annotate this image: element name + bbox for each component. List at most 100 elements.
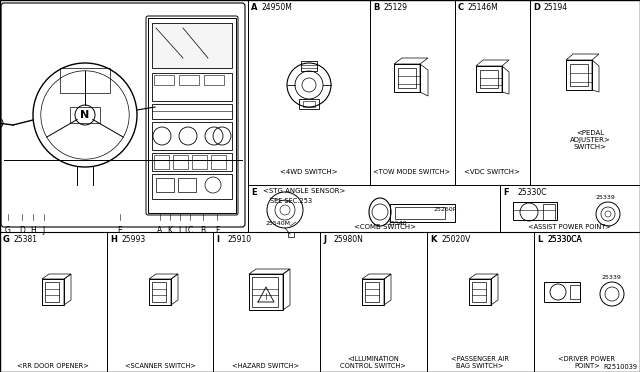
Bar: [301, 61, 317, 71]
Text: A: A: [251, 3, 257, 12]
Text: 25194: 25194: [544, 3, 568, 12]
Text: K: K: [168, 226, 173, 235]
Bar: [152, 174, 232, 199]
Bar: [152, 23, 232, 68]
Text: 25540: 25540: [388, 221, 408, 226]
Text: L: L: [537, 235, 542, 244]
Text: <RR DOOR OPENER>: <RR DOOR OPENER>: [17, 363, 89, 369]
Bar: [70, 107, 100, 123]
Text: 25330CA: 25330CA: [548, 235, 583, 244]
Text: 25129: 25129: [384, 3, 408, 12]
Bar: [472, 282, 486, 302]
Text: 25330CA: 25330CA: [548, 235, 583, 244]
Text: 25330C: 25330C: [518, 188, 547, 197]
Text: I: I: [216, 235, 219, 244]
Text: <SCANNER SWITCH>: <SCANNER SWITCH>: [125, 363, 195, 369]
Text: C: C: [458, 3, 464, 12]
Text: N: N: [81, 110, 90, 120]
Text: B: B: [373, 3, 380, 12]
Bar: [179, 75, 199, 85]
Text: F: F: [503, 188, 509, 197]
Text: <HAZARD SWITCH>: <HAZARD SWITCH>: [232, 363, 300, 369]
Bar: [249, 274, 283, 310]
Bar: [45, 282, 59, 302]
Text: B: B: [200, 226, 205, 235]
Bar: [192, 155, 207, 169]
Text: <DRIVER POWER
POINT>: <DRIVER POWER POINT>: [559, 356, 616, 369]
Bar: [362, 279, 384, 305]
Bar: [299, 99, 319, 109]
Bar: [390, 204, 455, 222]
Text: <ILLUMINATION
CONTROL SWITCH>: <ILLUMINATION CONTROL SWITCH>: [340, 356, 406, 369]
Text: SEE SEC.253: SEE SEC.253: [270, 198, 312, 204]
Text: 25339: 25339: [602, 275, 622, 280]
Bar: [480, 70, 498, 88]
Text: D: D: [19, 226, 25, 235]
Bar: [469, 279, 491, 305]
Text: J: J: [43, 226, 45, 235]
Text: <PEDAL
ADJUSTER>
SWITCH>: <PEDAL ADJUSTER> SWITCH>: [570, 130, 611, 150]
Text: 25540M: 25540M: [266, 221, 291, 226]
Bar: [152, 104, 232, 119]
Bar: [544, 282, 580, 302]
Bar: [154, 155, 169, 169]
Bar: [149, 279, 171, 305]
Bar: [154, 75, 174, 85]
Text: <PASSENGER AIR
BAG SWITCH>: <PASSENGER AIR BAG SWITCH>: [451, 356, 509, 369]
Text: F: F: [215, 226, 219, 235]
Bar: [156, 178, 174, 192]
Bar: [152, 282, 166, 302]
Bar: [570, 64, 588, 86]
Text: <TOW MODE SWITCH>: <TOW MODE SWITCH>: [373, 169, 451, 175]
Bar: [152, 153, 232, 171]
Bar: [566, 60, 592, 90]
Bar: [178, 178, 196, 192]
Text: H: H: [110, 235, 117, 244]
Text: G: G: [3, 235, 10, 244]
Bar: [288, 232, 294, 237]
Text: E: E: [251, 188, 257, 197]
Text: 25146M: 25146M: [467, 3, 498, 12]
Text: R2510039: R2510039: [603, 364, 637, 370]
Text: 25339: 25339: [596, 195, 616, 200]
Text: H: H: [30, 226, 36, 235]
Text: <ASSIST POWER POINT>: <ASSIST POWER POINT>: [529, 224, 611, 230]
Text: <VDC SWITCH>: <VDC SWITCH>: [464, 169, 520, 175]
Text: <COMB SWITCH>: <COMB SWITCH>: [354, 224, 416, 230]
Text: A: A: [157, 226, 163, 235]
Text: J: J: [323, 235, 326, 244]
Bar: [543, 204, 555, 220]
Text: 25993: 25993: [121, 235, 145, 244]
Text: 24950M: 24950M: [262, 3, 293, 12]
Bar: [148, 18, 236, 213]
Bar: [303, 101, 315, 107]
Bar: [476, 66, 502, 92]
Text: C: C: [188, 226, 193, 235]
Text: L: L: [178, 226, 182, 235]
Text: D: D: [533, 3, 540, 12]
Bar: [365, 282, 379, 302]
Bar: [42, 279, 64, 305]
Text: <STG ANGLE SENSOR>: <STG ANGLE SENSOR>: [263, 188, 346, 194]
Text: 25910: 25910: [227, 235, 251, 244]
Bar: [570, 285, 580, 299]
Text: I: I: [184, 226, 186, 235]
Text: <4WD SWITCH>: <4WD SWITCH>: [280, 169, 338, 175]
Text: 25020V: 25020V: [441, 235, 470, 244]
Bar: [252, 277, 278, 307]
Bar: [204, 75, 224, 85]
Text: E: E: [118, 226, 122, 235]
Text: 25260P: 25260P: [433, 207, 456, 212]
Text: K: K: [430, 235, 436, 244]
Bar: [173, 155, 188, 169]
Bar: [60, 68, 110, 93]
Bar: [394, 64, 420, 92]
Bar: [211, 155, 226, 169]
Text: 25980N: 25980N: [334, 235, 364, 244]
Bar: [152, 122, 232, 150]
Bar: [513, 202, 557, 220]
Text: 25381: 25381: [14, 235, 38, 244]
Bar: [398, 68, 416, 88]
Bar: [152, 73, 232, 101]
Bar: [395, 207, 445, 219]
